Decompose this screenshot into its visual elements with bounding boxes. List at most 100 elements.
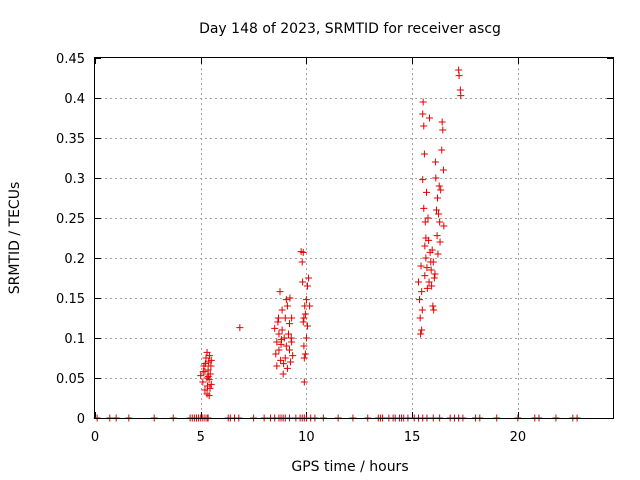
data-point [300,342,308,350]
data-point [434,250,442,258]
data-point [287,334,295,342]
data-point [435,182,443,190]
data-point [206,384,214,392]
data-point [272,350,280,358]
data-point [207,356,215,364]
data-point [428,282,436,290]
x-tick-label: 20 [510,430,527,445]
data-point [207,380,215,388]
data-point [286,294,294,302]
data-point [416,314,424,322]
data-point [277,356,285,364]
data-point [282,342,290,350]
y-tick-label: 0.15 [56,292,85,307]
data-point [204,372,212,380]
x-tick-label: 5 [197,430,205,445]
data-point [301,310,309,318]
data-point [419,98,427,106]
data-point [204,366,212,374]
data-point [275,346,283,354]
data-point [418,326,426,334]
data-point [421,218,429,226]
data-point [205,376,213,384]
data-point [420,122,428,130]
tick-layer: 0 5 10 15 20 0 0.05 0.1 0.15 0.2 0.25 0.3 0.35 0.4 0.4… [56,52,613,445]
data-point [428,246,436,254]
data-point [275,314,283,322]
y-axis-title: SRMTID / TECUs [7,182,23,295]
data-point [429,302,437,310]
data-point [280,360,288,368]
data-point [432,206,440,214]
chart-title: Day 148 of 2023, SRMTID for receiver asc… [199,21,501,37]
data-point [236,324,244,332]
y-tick-label: 0.4 [64,92,85,107]
data-points [93,66,581,422]
data-point [300,354,308,362]
y-tick-label: 0.25 [56,212,85,227]
data-point [300,378,308,386]
y-tick-label: 0.45 [56,52,85,67]
data-point [302,334,310,342]
data-point [438,118,446,126]
data-point [299,278,307,286]
grid-layer [95,58,613,418]
y-tick-label: 0.3 [64,172,85,187]
data-point [199,368,207,376]
data-point [303,282,311,290]
data-point [418,288,426,296]
data-point [286,346,294,354]
x-axis-title: GPS time / hours [291,459,408,475]
data-point [302,296,310,304]
data-point [283,364,291,372]
data-point [197,372,205,380]
data-point [271,324,279,332]
data-point [418,306,426,314]
data-point [439,126,447,134]
plot-frame [94,57,614,419]
y-tick-label: 0.1 [64,332,85,347]
data-point [430,306,438,314]
data-point [274,318,282,326]
data-point [422,254,430,262]
data-point [423,188,431,196]
data-point [425,114,433,122]
data-point [279,370,287,378]
data-point [273,362,281,370]
data-point [432,174,440,182]
data-point [434,194,442,202]
data-point [287,358,295,366]
data-point [275,330,283,338]
y-tick-label: 0.2 [64,252,85,267]
data-point [420,150,428,158]
data-point [423,264,431,272]
data-point [281,354,289,362]
data-point [431,158,439,166]
data-point [300,314,308,322]
data-point [283,302,291,310]
data-point [201,360,209,368]
x-tick-label: 15 [404,430,421,445]
data-point [419,110,427,118]
data-point [299,248,307,256]
data-point [284,330,292,338]
y-tick-label: 0 [77,412,85,427]
data-point [421,242,429,250]
data-point [438,146,446,154]
data-point [289,352,297,360]
data-point [414,278,422,286]
data-point [437,186,445,194]
data-point [301,350,309,358]
data-point [298,258,306,266]
data-point [416,296,424,304]
data-point [288,314,296,322]
y-tick-label: 0.05 [56,372,85,387]
data-point [423,284,431,292]
data-point [425,278,433,286]
data-point [286,320,294,328]
data-point [421,272,429,280]
data-point [299,318,307,326]
data-point [278,306,286,314]
